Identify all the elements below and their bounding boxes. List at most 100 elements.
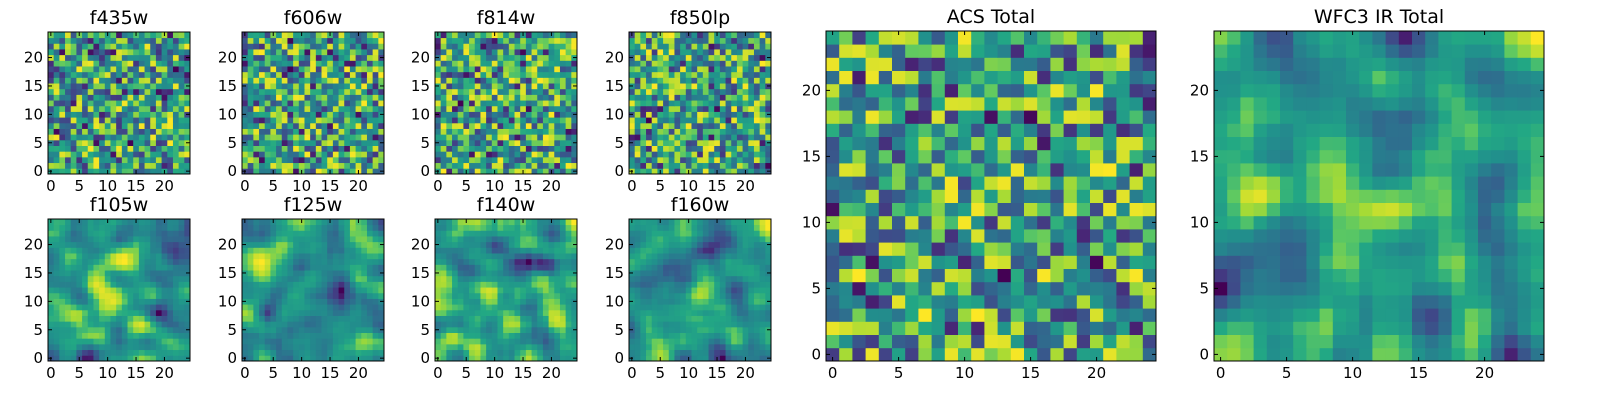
heatmap-cell bbox=[70, 151, 77, 158]
heatmap-cell bbox=[242, 145, 249, 152]
heatmap-cell bbox=[76, 71, 83, 78]
heatmap-cell bbox=[1451, 163, 1466, 177]
heatmap-cell bbox=[731, 134, 738, 141]
heatmap-cell bbox=[514, 145, 521, 152]
heatmap-cell bbox=[127, 349, 134, 356]
heatmap-cell bbox=[663, 32, 670, 39]
heatmap-cell bbox=[765, 122, 772, 129]
heatmap-cell bbox=[1103, 57, 1117, 71]
heatmap-cell bbox=[708, 128, 715, 135]
heatmap-cell bbox=[736, 83, 743, 90]
heatmap-cell bbox=[1385, 57, 1400, 71]
heatmap-cell bbox=[76, 94, 83, 101]
heatmap-cell bbox=[537, 66, 544, 73]
heatmap-cell bbox=[1076, 70, 1091, 85]
heatmap-cell bbox=[1319, 83, 1334, 98]
heatmap-cell bbox=[497, 100, 504, 107]
heatmap-cell bbox=[366, 145, 374, 152]
heatmap-cell bbox=[259, 37, 266, 44]
heatmap-cell bbox=[674, 128, 681, 135]
heatmap-cell bbox=[138, 241, 145, 248]
heatmap-cell bbox=[70, 264, 77, 271]
heatmap-cell bbox=[76, 292, 83, 299]
heatmap-cell bbox=[349, 355, 356, 362]
heatmap-cell bbox=[1398, 163, 1413, 177]
heatmap-cell bbox=[651, 151, 658, 158]
heatmap-cell bbox=[1253, 295, 1268, 309]
heatmap-cell bbox=[315, 66, 322, 73]
heatmap-cell bbox=[59, 241, 66, 248]
heatmap-cell bbox=[878, 97, 893, 111]
heatmap-cell bbox=[59, 128, 66, 135]
heatmap-cell bbox=[1129, 83, 1144, 98]
heatmap-cell bbox=[918, 347, 932, 362]
heatmap-cell bbox=[155, 32, 162, 39]
heatmap-cell bbox=[127, 105, 134, 112]
heatmap-cell bbox=[310, 54, 317, 61]
heatmap-cell bbox=[725, 111, 732, 118]
heatmap-cell bbox=[378, 156, 385, 164]
heatmap-cell bbox=[104, 292, 111, 299]
heatmap-cell bbox=[287, 105, 294, 112]
heatmap-cell bbox=[1076, 176, 1091, 190]
heatmap-cell bbox=[554, 71, 561, 78]
heatmap-cell bbox=[480, 54, 487, 61]
heatmap-cell bbox=[1116, 295, 1130, 309]
heatmap-cell bbox=[497, 122, 504, 129]
heatmap-cell bbox=[1451, 308, 1466, 322]
heatmap-cell bbox=[503, 54, 510, 61]
heatmap-cell bbox=[144, 83, 151, 90]
heatmap-cell bbox=[691, 156, 698, 164]
heatmap-cell bbox=[110, 224, 117, 231]
heatmap-cell bbox=[253, 309, 260, 316]
heatmap-cell bbox=[480, 139, 487, 146]
heatmap-cell bbox=[1293, 334, 1307, 349]
heatmap-cell bbox=[304, 49, 311, 56]
axes-frame bbox=[47, 31, 191, 175]
heatmap-cell bbox=[634, 54, 641, 61]
heatmap-cell bbox=[1227, 255, 1241, 269]
heatmap-cell bbox=[531, 139, 538, 146]
heatmap-cell bbox=[958, 334, 972, 349]
heatmap-cell bbox=[457, 162, 464, 169]
heatmap-cell bbox=[65, 122, 72, 129]
heatmap-cell bbox=[178, 326, 185, 333]
heatmap-cell bbox=[736, 43, 743, 50]
heatmap-cell bbox=[463, 162, 470, 169]
heatmap-cell bbox=[457, 100, 464, 107]
heatmap-cell bbox=[327, 275, 334, 282]
heatmap-cell bbox=[247, 287, 254, 294]
heatmap-cell bbox=[327, 122, 334, 129]
heatmap-cell bbox=[270, 54, 277, 61]
heatmap-cell bbox=[1359, 163, 1373, 177]
heatmap-cell bbox=[104, 100, 111, 107]
heatmap-cell bbox=[110, 168, 117, 175]
heatmap-cell bbox=[680, 83, 687, 90]
heatmap-cell bbox=[931, 215, 946, 230]
heatmap-cell bbox=[520, 37, 527, 44]
heatmap-cell bbox=[304, 111, 311, 118]
heatmap-cell bbox=[1385, 110, 1400, 124]
heatmap-cell bbox=[247, 77, 254, 84]
heatmap-cell bbox=[905, 321, 919, 335]
heatmap-cell bbox=[150, 54, 157, 61]
heatmap-cell bbox=[1253, 334, 1268, 349]
heatmap-cell bbox=[310, 145, 317, 152]
heatmap-cell bbox=[253, 77, 260, 84]
heatmap-cell bbox=[997, 281, 1012, 296]
heatmap-cell bbox=[852, 242, 866, 256]
x-tick-label: 20 bbox=[1475, 364, 1494, 382]
x-tick-label: 15 bbox=[126, 177, 145, 195]
heatmap-cell bbox=[691, 66, 698, 73]
heatmap-cell bbox=[315, 326, 322, 333]
heatmap-cell bbox=[372, 309, 379, 316]
heatmap-cell bbox=[440, 128, 447, 135]
heatmap-cell bbox=[839, 97, 853, 111]
heatmap-cell bbox=[520, 100, 527, 107]
heatmap-cell bbox=[372, 321, 379, 328]
heatmap-cell bbox=[247, 94, 254, 101]
heatmap-cell bbox=[1372, 242, 1386, 256]
heatmap-cell bbox=[742, 156, 749, 164]
heatmap-cell bbox=[116, 122, 123, 129]
heatmap-cell bbox=[508, 128, 515, 135]
